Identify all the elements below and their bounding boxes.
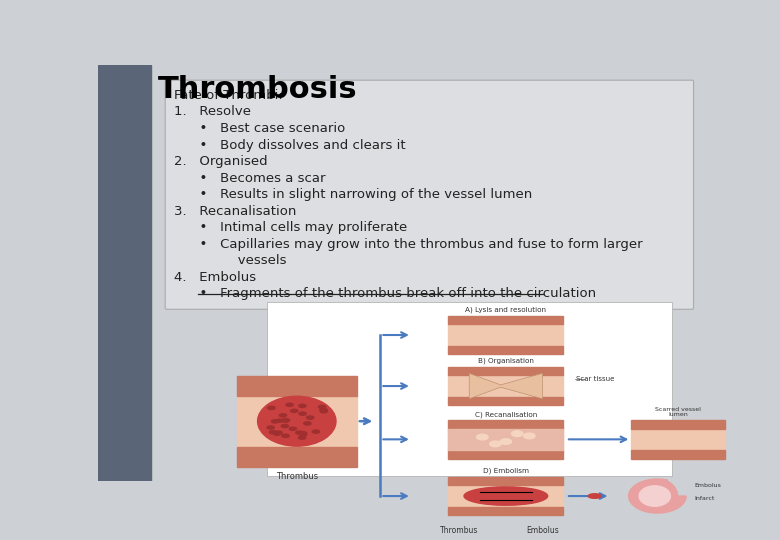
- Text: 3.   Recanalisation: 3. Recanalisation: [174, 205, 296, 218]
- Ellipse shape: [588, 494, 601, 498]
- Bar: [448, 429, 563, 450]
- Ellipse shape: [464, 487, 548, 505]
- Bar: [98, 65, 151, 481]
- Text: Fate of Thrombi:: Fate of Thrombi:: [174, 89, 283, 102]
- Bar: [448, 485, 563, 507]
- Bar: [236, 396, 357, 447]
- Circle shape: [300, 431, 307, 435]
- Bar: [448, 375, 563, 397]
- Text: C) Recanalisation: C) Recanalisation: [475, 411, 537, 418]
- Circle shape: [289, 427, 296, 430]
- Text: D) Embolism: D) Embolism: [483, 468, 529, 475]
- Polygon shape: [639, 486, 671, 506]
- FancyBboxPatch shape: [267, 302, 672, 476]
- Circle shape: [299, 404, 306, 408]
- Bar: [448, 420, 563, 429]
- Circle shape: [282, 418, 289, 422]
- Bar: [631, 450, 725, 458]
- Circle shape: [281, 424, 289, 428]
- Text: Scarred vessel
lumen: Scarred vessel lumen: [655, 407, 701, 417]
- Circle shape: [276, 419, 283, 422]
- PathPatch shape: [470, 373, 542, 399]
- Text: •   Intimal cells may proliferate: • Intimal cells may proliferate: [174, 221, 407, 234]
- Text: Thrombosis: Thrombosis: [158, 75, 357, 104]
- FancyBboxPatch shape: [165, 80, 693, 309]
- Text: •   Becomes a scar: • Becomes a scar: [174, 172, 326, 185]
- Bar: [236, 447, 357, 467]
- Circle shape: [299, 412, 307, 415]
- Circle shape: [318, 406, 326, 408]
- Text: Thrombus: Thrombus: [440, 525, 478, 535]
- Text: •   Best case scenario: • Best case scenario: [174, 122, 346, 135]
- Circle shape: [320, 410, 328, 413]
- Text: 1.   Resolve: 1. Resolve: [174, 105, 251, 118]
- Bar: [448, 507, 563, 515]
- Text: Scar tissue: Scar tissue: [576, 376, 615, 382]
- Bar: [448, 367, 563, 375]
- Ellipse shape: [500, 439, 512, 444]
- Circle shape: [300, 433, 307, 436]
- Circle shape: [282, 419, 289, 422]
- Bar: [448, 316, 563, 324]
- Text: •   Body dissolves and clears it: • Body dissolves and clears it: [174, 139, 406, 152]
- Ellipse shape: [512, 431, 523, 436]
- Text: Thrombus: Thrombus: [275, 472, 318, 481]
- Circle shape: [273, 432, 281, 435]
- Circle shape: [267, 426, 275, 429]
- Ellipse shape: [523, 433, 535, 439]
- Bar: [448, 429, 563, 450]
- Circle shape: [271, 420, 278, 423]
- Bar: [236, 376, 357, 396]
- Text: •   Results in slight narrowing of the vessel lumen: • Results in slight narrowing of the ves…: [174, 188, 533, 201]
- Polygon shape: [629, 479, 686, 513]
- Text: B) Organisation: B) Organisation: [478, 358, 534, 365]
- Circle shape: [275, 431, 282, 434]
- Text: Infarct: Infarct: [694, 496, 714, 501]
- Text: •   Capillaries may grow into the thrombus and fuse to form larger: • Capillaries may grow into the thrombus…: [174, 238, 643, 251]
- Text: A) Lysis and resolution: A) Lysis and resolution: [466, 307, 546, 313]
- Ellipse shape: [257, 396, 336, 446]
- Text: Embolus: Embolus: [526, 525, 558, 535]
- Ellipse shape: [477, 434, 488, 440]
- Circle shape: [286, 403, 293, 407]
- Circle shape: [296, 431, 303, 434]
- Circle shape: [307, 416, 314, 419]
- Circle shape: [299, 436, 306, 439]
- Bar: [448, 324, 563, 346]
- Bar: [448, 397, 563, 406]
- Bar: [631, 429, 725, 450]
- Text: Embolus: Embolus: [694, 483, 721, 488]
- Bar: [448, 477, 563, 485]
- Circle shape: [291, 409, 298, 413]
- Ellipse shape: [490, 441, 501, 447]
- Circle shape: [320, 408, 328, 411]
- Text: 4.   Embolus: 4. Embolus: [174, 271, 257, 284]
- Text: 2.   Organised: 2. Organised: [174, 155, 268, 168]
- Bar: [631, 420, 725, 429]
- Circle shape: [312, 430, 320, 433]
- Bar: [448, 450, 563, 458]
- Circle shape: [268, 406, 275, 409]
- Bar: [448, 346, 563, 354]
- Circle shape: [269, 430, 277, 434]
- Text: •   Fragments of the thrombus break off into the circulation: • Fragments of the thrombus break off in…: [174, 287, 597, 300]
- Circle shape: [303, 422, 311, 425]
- Circle shape: [279, 414, 286, 417]
- Circle shape: [282, 434, 289, 437]
- Text: vessels: vessels: [174, 254, 287, 267]
